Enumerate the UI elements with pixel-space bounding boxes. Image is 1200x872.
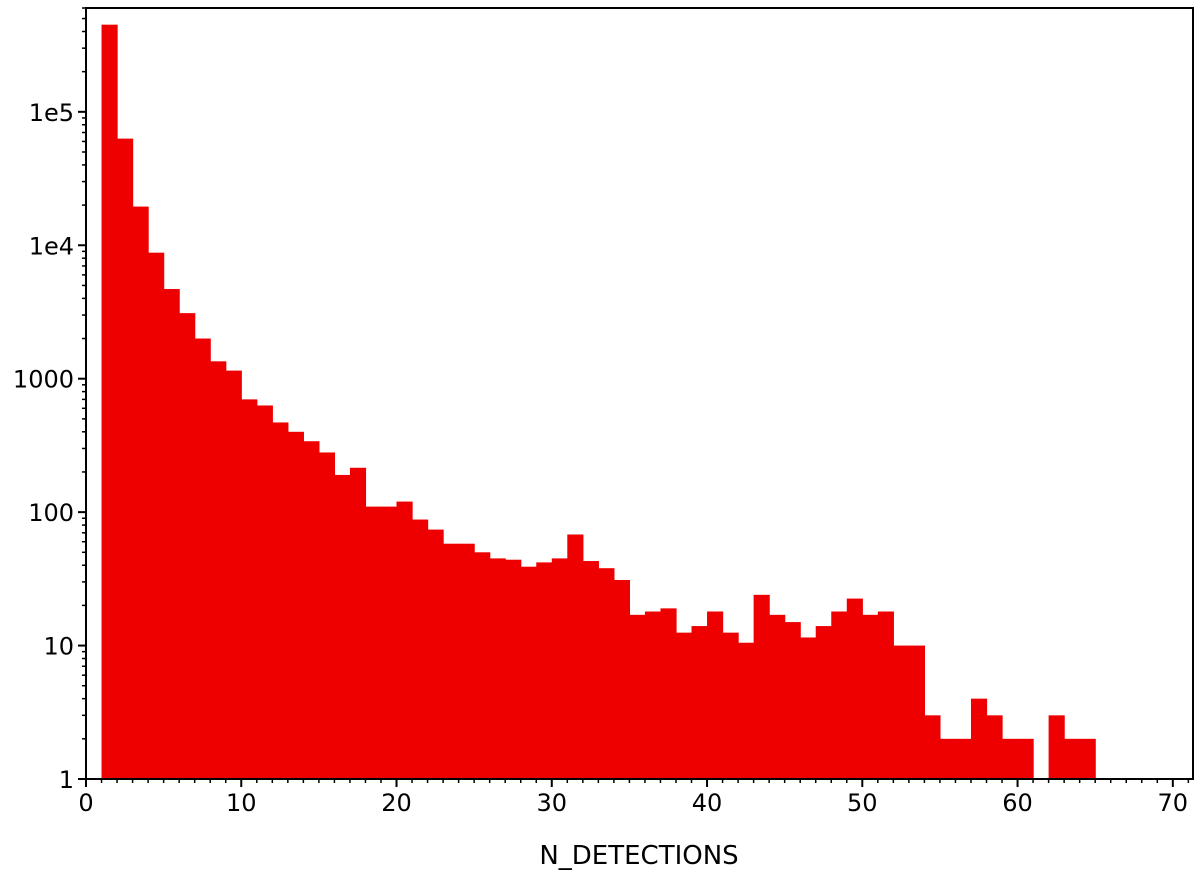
histogram-bar <box>179 313 196 779</box>
plot-frame <box>85 7 1194 780</box>
histogram-bar <box>1079 738 1096 779</box>
histogram-bar <box>287 431 304 779</box>
histogram-bar <box>412 519 429 779</box>
x-tick-label: 20 <box>381 789 412 817</box>
histogram-bar <box>272 422 289 779</box>
histogram-bar <box>800 637 817 779</box>
histogram-bar <box>722 632 739 779</box>
histogram-bar <box>365 506 382 779</box>
histogram-bar <box>598 568 615 779</box>
histogram-bar <box>955 738 972 779</box>
histogram-bar <box>117 138 134 780</box>
histogram-bar <box>1002 738 1019 779</box>
histogram-bar <box>970 698 988 779</box>
histogram-bar <box>738 642 755 779</box>
histogram-bar <box>1017 738 1034 779</box>
histogram-bar <box>241 399 258 779</box>
histogram-bar <box>691 626 708 779</box>
histogram-bar <box>520 566 537 779</box>
histogram-bar <box>101 24 118 780</box>
x-tick-label: 50 <box>847 789 878 817</box>
histogram-bar <box>443 543 460 779</box>
y-tick-label: 100 <box>28 499 74 527</box>
histogram-bar <box>132 206 149 779</box>
x-tick-label: 0 <box>78 789 93 817</box>
histogram-bar <box>784 622 801 779</box>
histogram-bar <box>505 559 522 779</box>
histogram-bar <box>675 632 693 779</box>
x-tick-label: 10 <box>226 789 257 817</box>
histogram-bar <box>939 738 957 779</box>
histogram-bar <box>551 558 568 779</box>
histogram-bar <box>210 361 227 779</box>
histogram-bar <box>396 501 413 779</box>
histogram-bar <box>924 715 941 779</box>
histogram-bar <box>815 626 832 779</box>
histogram-bar <box>908 645 926 779</box>
histogram-bar <box>877 611 894 779</box>
x-tick-label: 70 <box>1158 789 1189 817</box>
histogram-bar <box>303 441 320 779</box>
x-axis-label: N_DETECTIONS <box>539 841 738 871</box>
histogram-bar <box>1048 715 1065 779</box>
histogram-bar <box>707 611 724 779</box>
y-tick-label: 1 <box>59 766 74 794</box>
bars-group <box>101 24 1096 780</box>
histogram-bar <box>660 608 677 779</box>
minor-ticks-group <box>82 7 1190 783</box>
y-tick-label: 1e4 <box>29 232 74 260</box>
histogram-bar <box>862 614 879 779</box>
histogram-bar <box>582 561 599 779</box>
x-ticks-group: 0 10 20 30 40 50 60 70 <box>78 779 1188 817</box>
histogram-bar <box>846 598 863 779</box>
histogram-bar <box>629 614 646 779</box>
histogram-bar <box>194 338 211 779</box>
histogram-bar <box>380 506 398 779</box>
x-tick-label: 40 <box>692 789 723 817</box>
histogram-bar <box>349 467 367 779</box>
histogram-bar <box>163 289 180 779</box>
y-ticks-group: 1 10 100 1000 1e4 1e5 <box>13 99 86 794</box>
histogram-bar <box>427 529 444 779</box>
histogram-bar <box>769 614 786 779</box>
y-tick-label: 10 <box>43 633 74 661</box>
y-tick-label: 1000 <box>13 366 74 394</box>
histogram-bar <box>567 534 584 779</box>
histogram-bar <box>1064 738 1081 779</box>
histogram-bar <box>458 543 475 779</box>
histogram-bar <box>986 715 1003 779</box>
histogram-bar <box>474 552 491 779</box>
histogram-bar <box>225 370 242 779</box>
histogram-bar <box>318 452 336 779</box>
histogram-bar <box>334 474 351 779</box>
histogram-bar <box>613 580 631 779</box>
histogram-bar <box>753 594 770 779</box>
histogram-bar <box>536 562 553 779</box>
histogram-bar <box>831 611 848 779</box>
x-tick-label: 60 <box>1002 789 1033 817</box>
histogram-bar <box>489 558 506 779</box>
y-tick-label: 1e5 <box>29 99 74 127</box>
histogram-bar <box>148 252 165 780</box>
histogram-bar <box>893 645 910 779</box>
histogram-bar <box>256 405 273 779</box>
x-tick-label: 30 <box>537 789 568 817</box>
histogram-bar <box>644 611 662 779</box>
